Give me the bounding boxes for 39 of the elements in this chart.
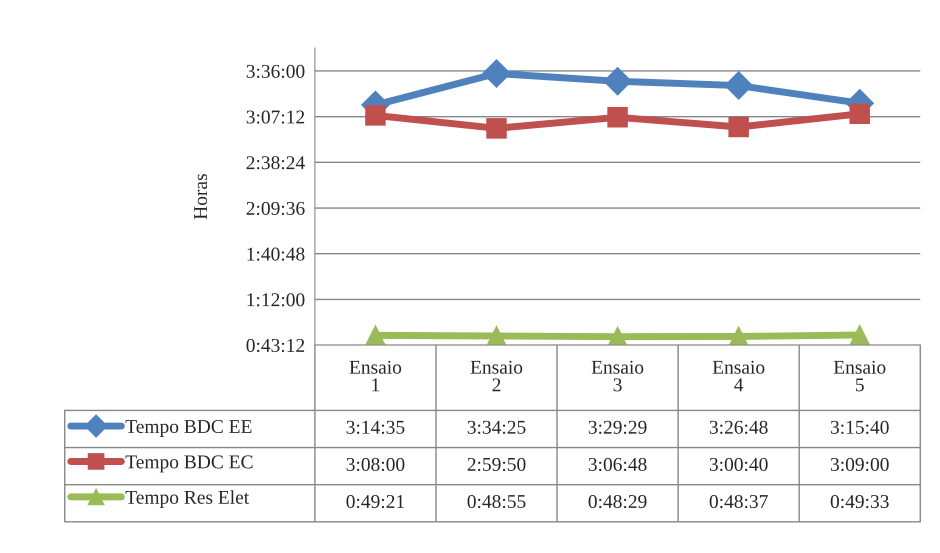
data-label: 0:48:55 [468, 494, 526, 508]
data-label: 3:34:25 [468, 420, 526, 434]
x-tick-label: Ensaio 3 [592, 360, 644, 392]
legend-label: Tempo BDC EC [126, 455, 252, 472]
y-tick-label: 1:40:48 [247, 248, 304, 261]
data-label: 3:15:40 [830, 420, 889, 434]
data-label: 3:00:40 [710, 458, 768, 472]
data-label: 0:48:37 [710, 494, 768, 508]
y-tick-label: 3:07:12 [246, 110, 304, 124]
y-axis-title: Horas [194, 174, 208, 220]
data-label: 0:49:33 [830, 494, 889, 508]
data-label: 2:59:50 [468, 458, 526, 472]
point [849, 104, 870, 124]
y-tick-label: 1:12:00 [247, 293, 304, 306]
y-tick-label: 2:09:36 [246, 202, 305, 216]
y-tick-label: 3:36:00 [246, 64, 304, 78]
point [365, 325, 386, 346]
data-label: 0:48:29 [588, 494, 646, 508]
data-label: 3:26:48 [710, 420, 768, 434]
data-label: 3:08:00 [346, 458, 404, 472]
x-tick-label: Ensaio 1 [350, 360, 402, 392]
y-tick-label: 0:43:12 [246, 338, 304, 352]
x-tick-label: Ensaio 5 [834, 360, 886, 392]
x-tick-label: Ensaio 2 [470, 360, 522, 392]
point [486, 326, 507, 346]
data-label: 0:49:21 [346, 494, 404, 508]
point [365, 105, 386, 126]
data-label: 3:09:00 [830, 458, 889, 472]
legend-label: Tempo Res Elet [126, 490, 250, 508]
data-label: 3:29:29 [588, 420, 646, 434]
x-tick-label: Ensaio 4 [712, 360, 764, 392]
point [607, 107, 628, 128]
point [486, 118, 507, 139]
data-label: 3:06:48 [588, 458, 647, 472]
data-label: 3:14:35 [346, 420, 404, 434]
point [728, 116, 749, 138]
point [849, 324, 870, 346]
y-tick-label: 2:38:24 [246, 156, 305, 170]
legend-label: Tempo BDC EE [126, 420, 252, 437]
